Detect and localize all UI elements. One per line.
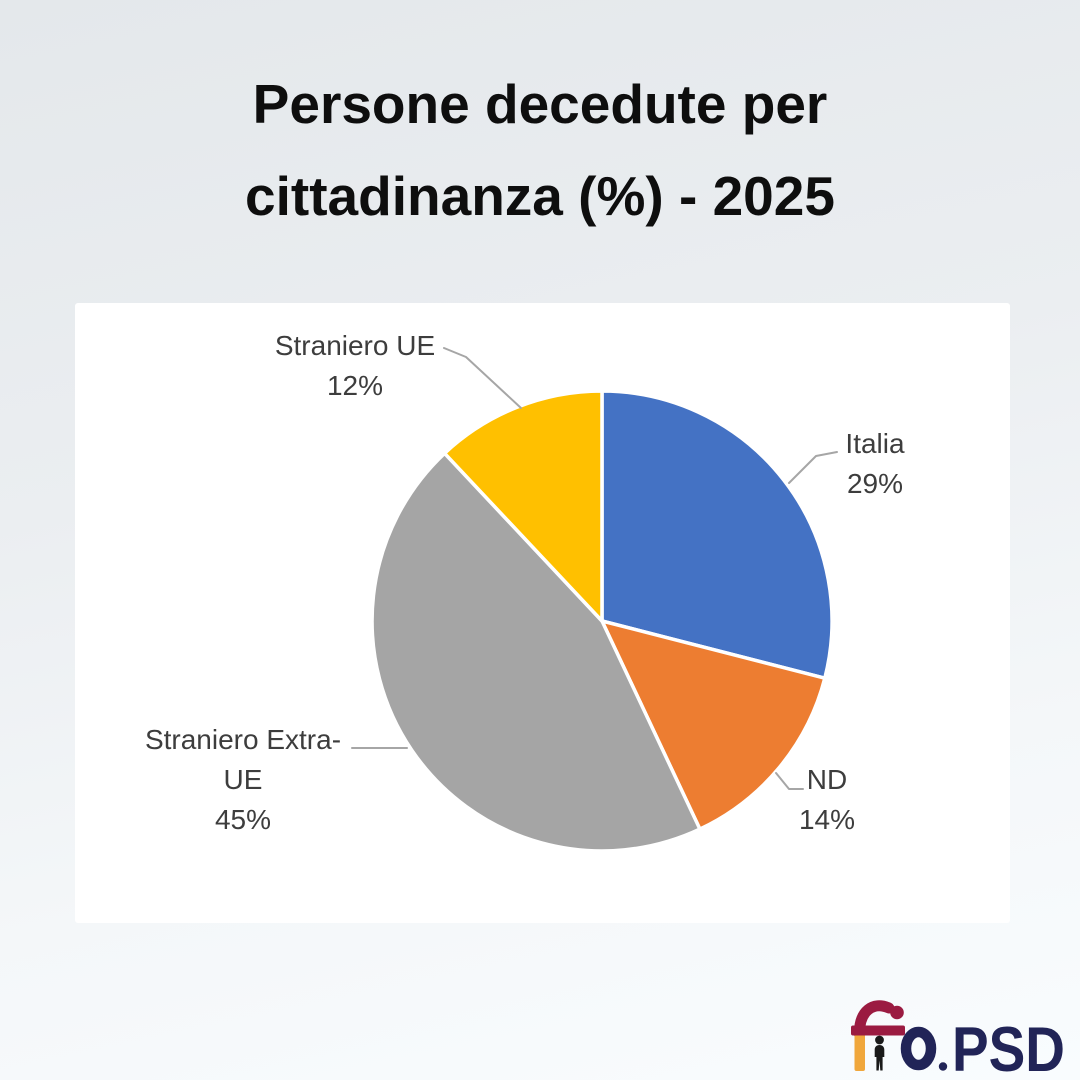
chart-title: Persone decedute per cittadinanza (%) - …	[0, 58, 1080, 242]
pie-label-straniero-ue-name: Straniero UE	[274, 330, 436, 361]
pie-label-straniero-ue: Straniero UE 12%	[215, 326, 495, 406]
pie-label-nd: ND 14%	[717, 760, 937, 840]
chart-title-line2: cittadinanza (%) - 2025	[245, 165, 835, 227]
pie-label-straniero-extra-ue-line2: UE	[223, 764, 263, 795]
pie-label-straniero-extra-ue-pct: 45%	[214, 804, 272, 835]
chart-title-line1: Persone decedute per	[252, 73, 828, 135]
pie-chart	[351, 347, 838, 853]
leader-line-straniero-ue	[443, 347, 522, 409]
pie-label-italia-name: Italia	[845, 428, 905, 459]
logo-o	[900, 1026, 937, 1071]
pie-slice-nd	[600, 619, 827, 831]
pie-label-straniero-extra-ue-line1: Straniero Extra-	[144, 724, 342, 755]
pie-slice-straniero-extra-ue	[370, 451, 702, 853]
leader-line-nd	[775, 772, 804, 790]
logo-psd-text: PSD	[952, 1015, 1065, 1078]
fiopsd-logo: PSD	[851, 1000, 1065, 1078]
pie-slice-straniero-ue	[442, 389, 604, 623]
chart-panel: Straniero UE 12% Italia 29% ND 14% Stran…	[75, 303, 1010, 923]
pie-label-straniero-extra-ue: Straniero Extra- UE 45%	[103, 720, 383, 840]
pie-wedges	[370, 389, 834, 853]
logo-period	[938, 1062, 948, 1071]
pie-label-nd-pct: 14%	[798, 804, 856, 835]
leader-line-italia	[788, 451, 838, 484]
pie-label-italia-pct: 29%	[846, 468, 904, 499]
logo-f-crossbar	[851, 1025, 905, 1036]
pie-slice-italia	[600, 389, 834, 680]
logo-i-dot	[890, 1005, 904, 1020]
pie-label-straniero-ue-pct: 12%	[326, 370, 384, 401]
logo-f-stem	[854, 1034, 865, 1071]
pie-label-italia: Italia 29%	[765, 424, 985, 504]
logo-person-icon	[874, 1035, 885, 1071]
leader-lines	[351, 347, 838, 790]
pie-label-nd-name: ND	[806, 764, 848, 795]
